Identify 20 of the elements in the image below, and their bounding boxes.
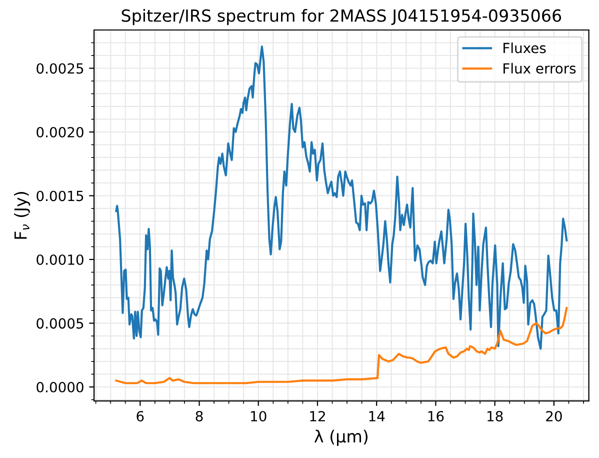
y-tick-label: 0.0000 (36, 382, 84, 392)
y-tick-label: 0.0010 (36, 254, 84, 265)
x-tick-label: 12 (310, 410, 325, 422)
x-tick-label: 20 (546, 410, 562, 422)
x-tick-label: 8 (196, 410, 203, 422)
x-tick-label: 6 (136, 410, 144, 422)
x-tick-label: 16 (428, 410, 444, 422)
y-tick-label: 0.0005 (36, 318, 84, 329)
chart-title: Spitzer/IRS spectrum for 2MASS J04151954-0935066 (122, 9, 562, 26)
legend-label: Flux errors (504, 62, 576, 74)
legend-label: Fluxes (504, 42, 546, 54)
x-tick-label: 14 (369, 411, 385, 422)
y-tick-label: 0.0025 (36, 63, 84, 74)
line-series (115, 306, 568, 384)
x-tick-label: 10 (251, 410, 266, 422)
y-tick-label: 0.0020 (36, 126, 84, 138)
x-tick-label: 18 (488, 410, 503, 422)
x-axis-title: λ (μm) (314, 430, 368, 446)
y-axis-title: F$_{ν}$ (Jy) (14, 192, 30, 239)
y-tick-label: 0.0015 (36, 190, 84, 202)
